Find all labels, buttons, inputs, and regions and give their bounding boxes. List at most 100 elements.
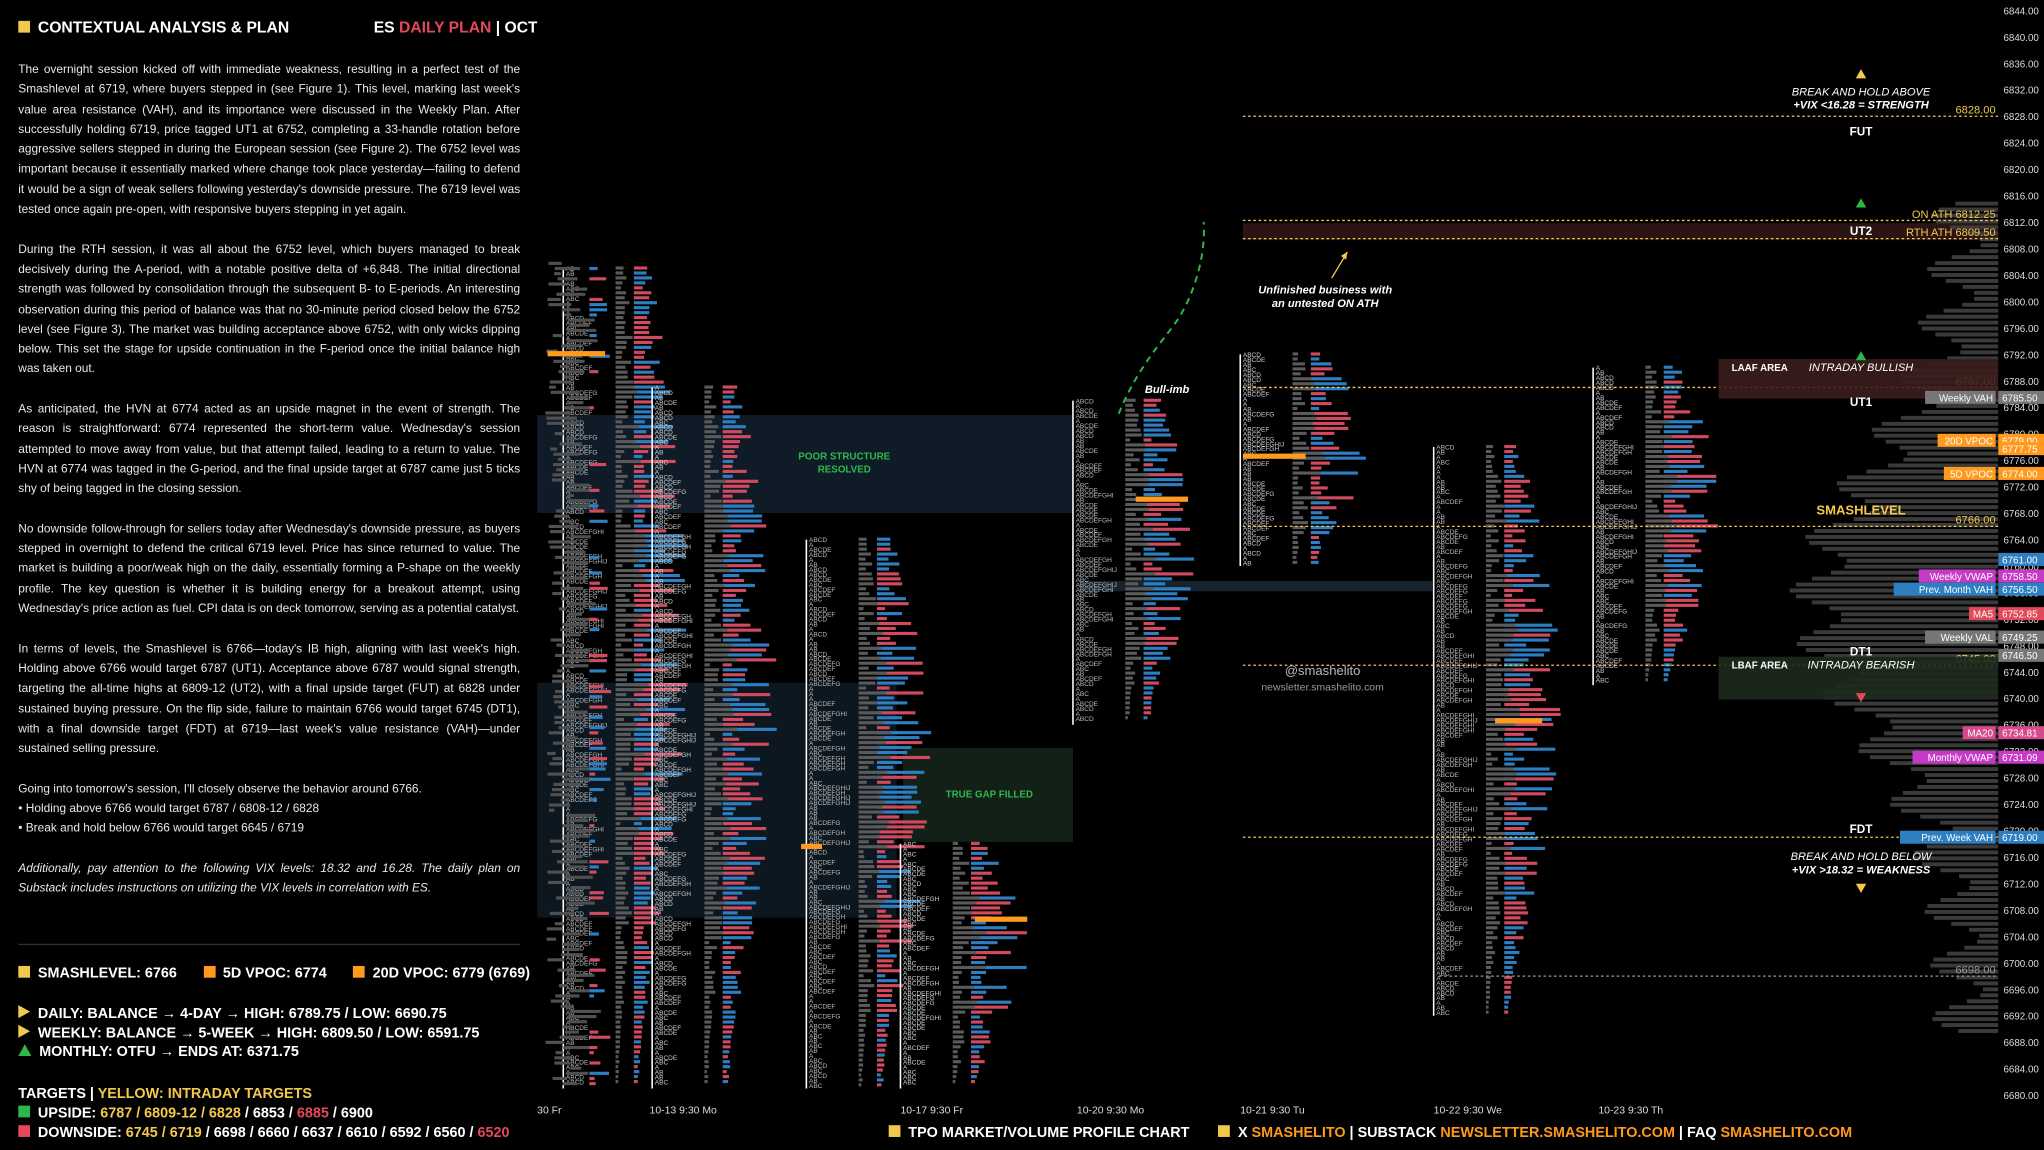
tpo-letters: ABCDEFGHI xyxy=(1436,678,1474,685)
volume-bar xyxy=(1485,544,1492,548)
tpo-letters: ABC xyxy=(1243,382,1257,389)
tpo-letters: ABCD xyxy=(655,931,673,938)
volume-bar xyxy=(567,1015,597,1019)
volume-bar xyxy=(557,968,576,972)
volume-bar xyxy=(876,542,891,546)
faq-link[interactable]: SMASHELITO.COM xyxy=(1720,1125,1853,1141)
volume-bar xyxy=(1504,742,1538,746)
volume-bar xyxy=(1143,428,1170,432)
paragraph-1: The overnight session kicked off with im… xyxy=(18,62,521,216)
substack-link[interactable]: NEWSLETTER.SMASHELITO.COM xyxy=(1440,1125,1675,1141)
volume-bar xyxy=(876,949,890,953)
tpo-letters: A xyxy=(1436,554,1441,561)
tpo-letters: ABCD xyxy=(903,881,921,888)
volume-bar xyxy=(876,686,890,690)
tpo-letters: ABCDE xyxy=(655,836,678,843)
tpo-letters: ABCDEFG xyxy=(655,658,687,665)
tpo-letters: ABCDEFGHIJ xyxy=(1076,567,1117,574)
target-down-icon xyxy=(1855,693,1867,703)
volume-bar xyxy=(1663,529,1707,533)
volume-bar xyxy=(722,722,755,726)
tpo-letters: ABCDEFGH xyxy=(655,881,692,888)
volume-bar xyxy=(1504,445,1517,449)
volume-bar xyxy=(1310,511,1323,515)
volume-bar xyxy=(1663,578,1691,583)
volume-bar xyxy=(615,995,623,999)
volume-bar xyxy=(615,390,638,394)
tpo-letters: A xyxy=(655,1035,660,1042)
tpo-letters: A xyxy=(566,990,571,997)
volume-bar xyxy=(858,889,865,893)
composite-profile-bar xyxy=(1868,511,1999,516)
volume-bar xyxy=(1485,802,1500,806)
volume-bar xyxy=(876,547,891,551)
volume-bar xyxy=(1125,478,1150,482)
volume-bar xyxy=(554,1061,570,1065)
tpo-letters: ABC xyxy=(903,1070,917,1077)
volume-bar xyxy=(589,581,600,585)
volume-bar xyxy=(876,825,925,829)
tpo-letters: ABCDE xyxy=(655,762,678,769)
volume-bar xyxy=(560,628,572,632)
volume-bar xyxy=(722,1025,734,1029)
volume-bar xyxy=(722,430,743,434)
volume-bar xyxy=(633,608,651,612)
tpo-letters: ABCDEF xyxy=(809,666,835,673)
volume-bar xyxy=(1143,676,1157,680)
volume-bar xyxy=(1143,671,1161,675)
volume-bar xyxy=(633,544,688,548)
volume-bar xyxy=(1310,560,1319,564)
volume-bar xyxy=(1645,440,1663,444)
volume-bar xyxy=(704,638,722,642)
tpo-letters: ABCDEF xyxy=(655,698,681,705)
yellow-legend: YELLOW: INTRADAY TARGETS xyxy=(97,1086,313,1102)
volume-bar xyxy=(633,385,665,389)
volume-bar xyxy=(1310,501,1330,505)
volume-bar xyxy=(554,432,564,436)
volume-bar xyxy=(1292,545,1299,550)
volume-bar xyxy=(1645,549,1668,553)
tpo-letters: AB xyxy=(1596,559,1605,566)
tpo-letters: AB xyxy=(1596,588,1605,595)
tpo-letters: ABCDEF xyxy=(903,975,929,982)
volume-bar xyxy=(858,1043,865,1047)
volume-bar xyxy=(615,618,639,622)
composite-profile-bar xyxy=(1941,1023,1999,1027)
composite-profile-bar xyxy=(1911,767,1999,772)
tpo-letters: ABCD xyxy=(1076,607,1094,614)
tpo-letters: ABC xyxy=(1596,678,1610,685)
volume-bar xyxy=(1143,522,1169,526)
volume-bar xyxy=(553,462,584,467)
volume-bar xyxy=(858,636,867,640)
up-arrow-icon xyxy=(18,1044,32,1057)
tpo-letters: ABCDEF xyxy=(655,479,681,486)
volume-bar xyxy=(633,916,651,920)
composite-profile-bar xyxy=(1922,862,1999,867)
volume-bar xyxy=(1485,583,1514,588)
volume-bar xyxy=(1485,459,1492,464)
tpo-letters: ABCDEFGHI xyxy=(566,757,604,764)
tpo-letters: ABCDE xyxy=(1596,583,1619,590)
volume-bar xyxy=(1485,911,1501,915)
volume-bar xyxy=(569,989,599,993)
volume-bar xyxy=(1125,443,1146,447)
volume-bar xyxy=(704,658,737,662)
composite-profile-bar xyxy=(1900,415,1999,420)
composite-profile-bar xyxy=(1961,344,1999,349)
volume-bar xyxy=(1504,916,1521,920)
x-handle-link[interactable]: SMASHELITO xyxy=(1251,1125,1346,1141)
volume-bar xyxy=(722,598,743,602)
volume-bar xyxy=(722,757,760,761)
volume-bar xyxy=(589,1071,610,1075)
volume-bar xyxy=(704,449,712,454)
volume-bar xyxy=(589,865,599,869)
volume-bar xyxy=(971,1075,977,1079)
volume-bar xyxy=(615,742,631,746)
tpo-letters: ABCDE xyxy=(1076,542,1099,549)
price-tag xyxy=(1998,552,2044,566)
volume-bar xyxy=(876,1048,886,1052)
volume-bar xyxy=(1310,521,1337,525)
volume-bar xyxy=(722,807,736,811)
volume-bar xyxy=(858,741,886,745)
volume-bar xyxy=(615,881,626,885)
